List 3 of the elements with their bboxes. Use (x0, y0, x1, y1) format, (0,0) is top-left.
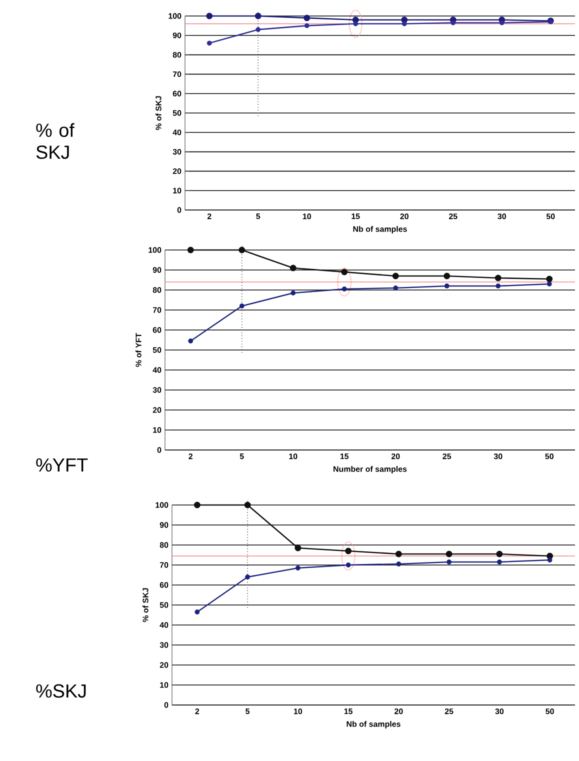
text: %YFT (36, 458, 88, 472)
text: %SKJ (36, 684, 86, 698)
text: % of SKJ (36, 123, 74, 159)
